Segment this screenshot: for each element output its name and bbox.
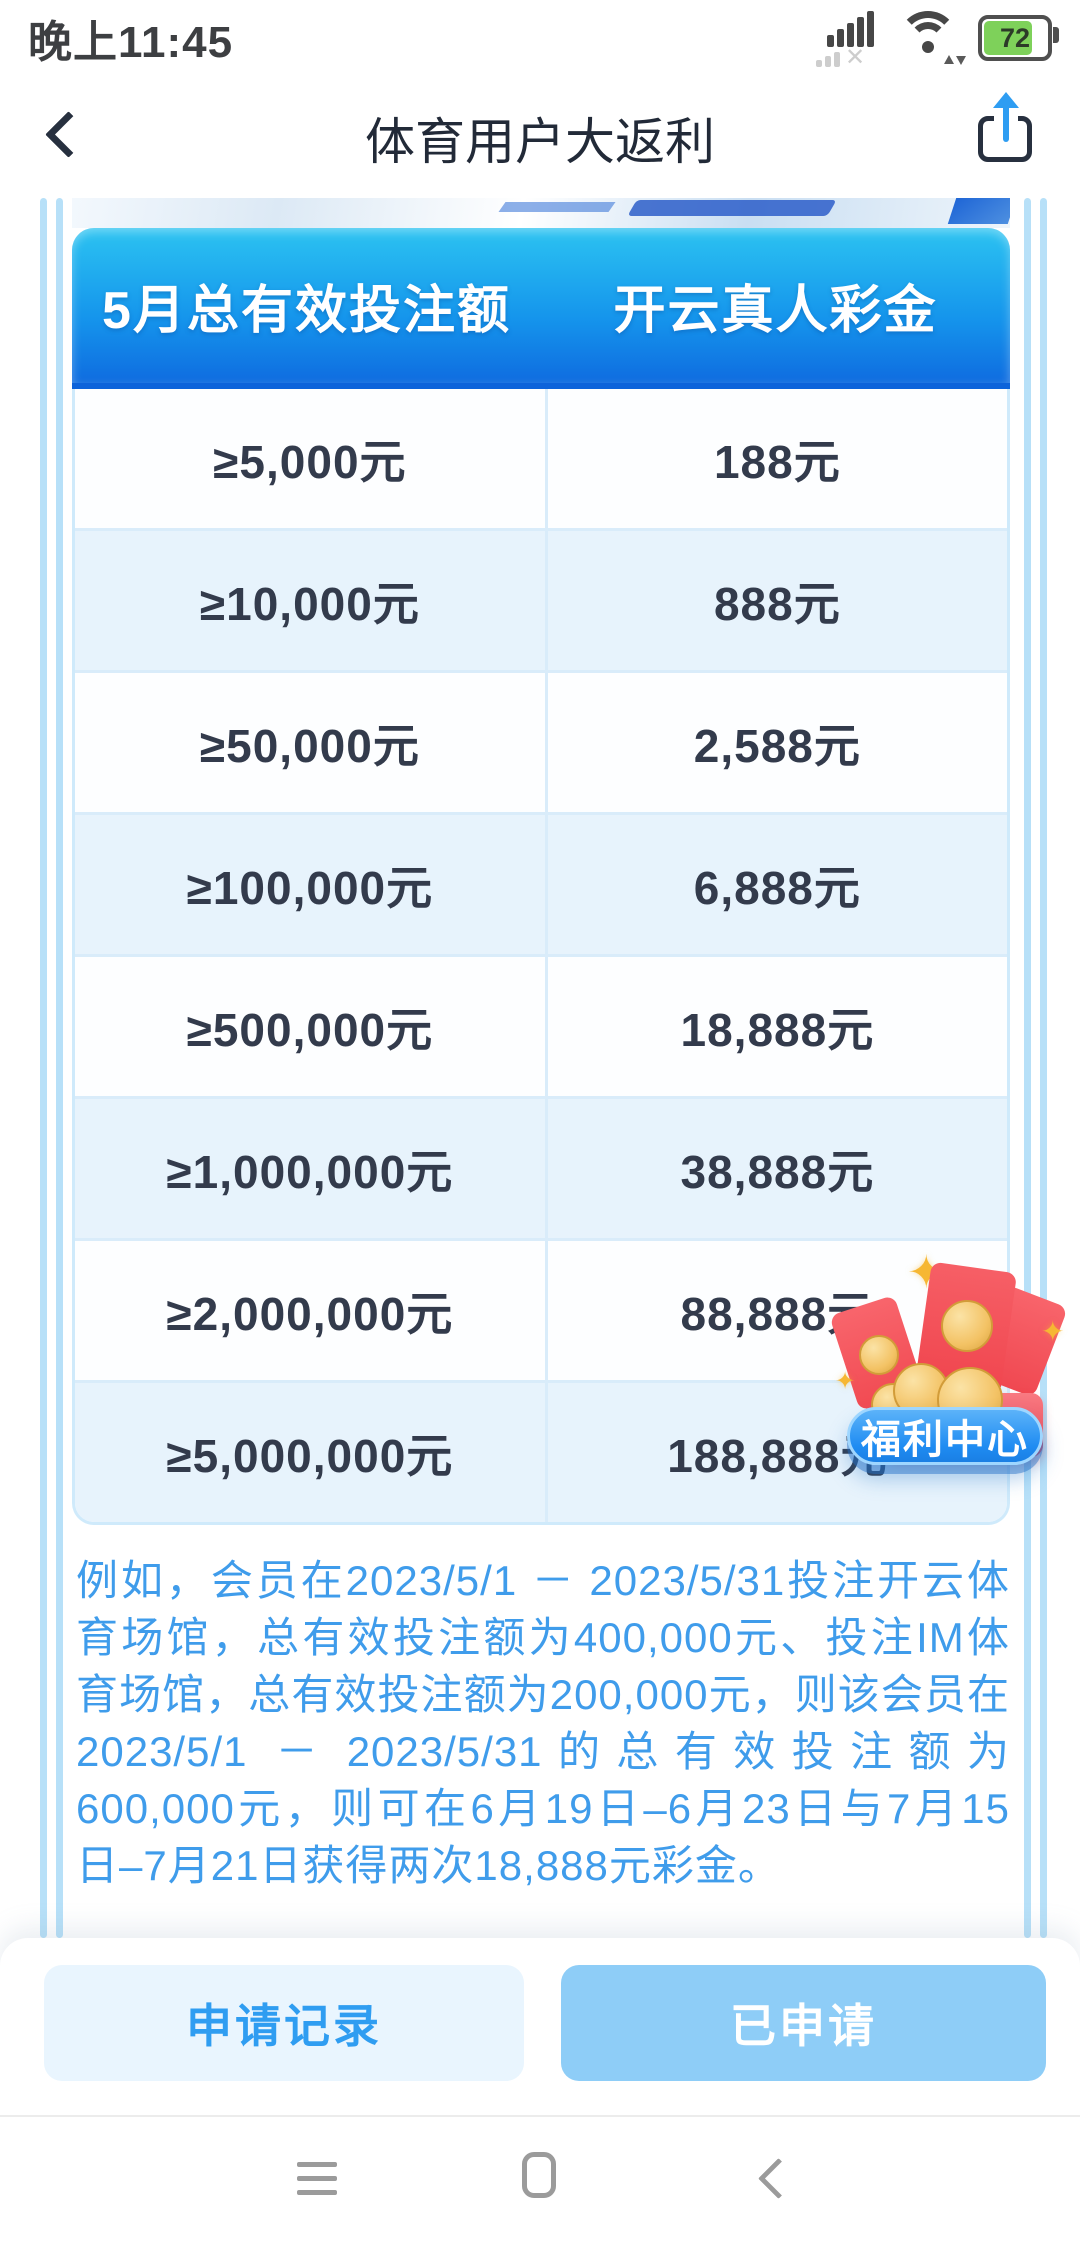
bonus-amount-cell: 18,888元 [544, 957, 1007, 1096]
battery-icon: 72 [978, 15, 1059, 61]
divider [0, 2115, 1080, 2117]
card-border-stripe [40, 198, 47, 1938]
wifi-traffic-arrows-icon [944, 55, 966, 65]
table-header-row: 5月总有效投注额 开云真人彩金 [72, 228, 1010, 389]
bet-amount-cell: ≥1,000,000元 [166, 1145, 454, 1198]
promo-banner-clipped [72, 198, 1010, 228]
sim2-no-service-x-icon: ✕ [845, 44, 866, 71]
welfare-center-widget[interactable]: ✦ ✦ ✦ 福利中心 [829, 1245, 1075, 1480]
table-row: ≥100,000元 6,888元 [75, 812, 1007, 954]
status-bar: 晚上11:45 ✕ 72 [0, 0, 1080, 70]
table-row: ≥500,000元 18,888元 [75, 954, 1007, 1096]
bet-amount-cell: ≥5,000,000元 [166, 1429, 454, 1482]
column-header-bonus: 开云真人彩金 [613, 282, 938, 340]
sim1-signal-bars-icon [827, 11, 874, 47]
page-title: 体育用户大返利 [365, 114, 715, 170]
bonus-amount-cell: 888元 [544, 531, 1007, 670]
battery-percent: 72 [999, 22, 1031, 53]
sparkle-icon: ✦ [1041, 1316, 1065, 1347]
sparkle-icon: ✦ [835, 1368, 856, 1395]
table-row: ≥5,000元 188元 [75, 389, 1007, 528]
card-border-stripe [56, 198, 63, 1938]
bet-amount-cell: ≥5,000元 [213, 435, 407, 488]
bonus-amount-cell: 38,888元 [544, 1099, 1007, 1238]
bottom-sheet: 申请记录 已申请 [0, 1938, 1080, 2244]
bet-amount-cell: ≥100,000元 [186, 861, 434, 914]
card-border-stripe [1024, 198, 1031, 1938]
table-row: ≥10,000元 888元 [75, 528, 1007, 670]
sim2-signal-bars-icon: ✕ [816, 44, 866, 71]
bet-amount-cell: ≥50,000元 [199, 719, 420, 772]
bonus-amount-cell: 6,888元 [544, 815, 1007, 954]
table-body: ≥5,000元 188元 ≥10,000元 888元 ≥50,000元 2,58… [72, 389, 1010, 1525]
bet-amount-cell: ≥10,000元 [199, 577, 420, 630]
wifi-icon [898, 11, 966, 65]
welfare-center-button[interactable]: 福利中心 [847, 1407, 1043, 1465]
android-home-icon[interactable] [522, 2152, 556, 2198]
card-border-stripe [1040, 198, 1047, 1938]
table-row: ≥1,000,000元 38,888元 [75, 1096, 1007, 1238]
rebate-table: 5月总有效投注额 开云真人彩金 ≥5,000元 188元 ≥10,000元 88… [72, 228, 1010, 1525]
android-menu-icon[interactable] [297, 2162, 337, 2195]
android-back-icon[interactable] [757, 2157, 800, 2200]
bonus-amount-cell: 2,588元 [544, 673, 1007, 812]
example-paragraph: 例如，会员在2023/5/1 － 2023/5/31投注开云体育场馆，总有效投注… [76, 1557, 1010, 1889]
bonus-amount-cell: 188元 [544, 389, 1007, 528]
gold-coin-icon [941, 1300, 993, 1352]
bet-amount-cell: ≥500,000元 [186, 1003, 434, 1056]
signal-strength-icon: ✕ [816, 11, 878, 71]
nav-bar: 体育用户大返利 [0, 70, 1080, 196]
battery-fill [984, 21, 1032, 55]
applied-button[interactable]: 已申请 [561, 1965, 1046, 2081]
status-icons: ✕ 72 [816, 11, 1059, 71]
application-record-button[interactable]: 申请记录 [44, 1965, 524, 2081]
gold-coin-icon [859, 1335, 899, 1375]
column-header-bet: 5月总有效投注额 [102, 282, 511, 340]
table-row: ≥50,000元 2,588元 [75, 670, 1007, 812]
bet-amount-cell: ≥2,000,000元 [166, 1287, 454, 1340]
status-time: 晚上11:45 [28, 18, 234, 67]
share-icon[interactable] [978, 92, 1034, 162]
